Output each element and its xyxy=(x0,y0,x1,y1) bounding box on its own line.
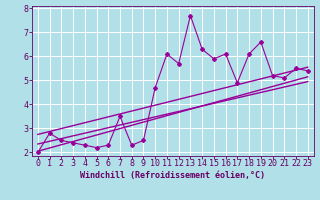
X-axis label: Windchill (Refroidissement éolien,°C): Windchill (Refroidissement éolien,°C) xyxy=(80,171,265,180)
